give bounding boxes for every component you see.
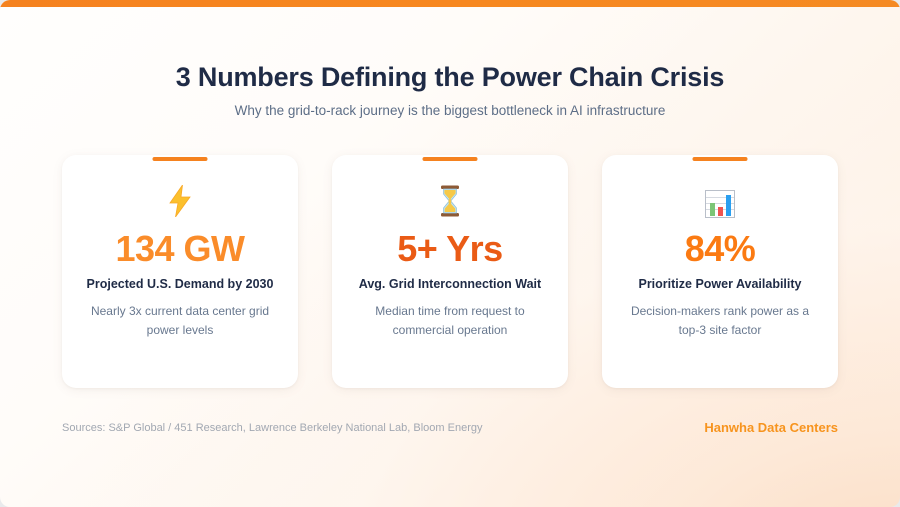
footer-sources: Sources: S&P Global / 451 Research, Lawr…: [62, 422, 483, 434]
stat-card-interconnection-wait[interactable]: 5+ Yrs Avg. Grid Interconnection Wait Me…: [332, 155, 568, 388]
card-accent-tab: [152, 157, 208, 161]
header: 3 Numbers Defining the Power Chain Crisi…: [0, 60, 900, 120]
page-title: 3 Numbers Defining the Power Chain Crisi…: [175, 62, 725, 92]
stat-value: 5+ Yrs: [397, 228, 503, 269]
hourglass-icon: [332, 185, 568, 219]
page-subtitle: Why the grid-to-rack journey is the bigg…: [234, 103, 666, 118]
stat-label: Avg. Grid Interconnection Wait: [358, 277, 542, 291]
footer-brand: Hanwha Data Centers: [704, 420, 838, 435]
stat-label: Prioritize Power Availability: [638, 277, 802, 291]
stat-description: Decision-makers rank power as a top-3 si…: [630, 304, 810, 337]
stat-description: Nearly 3x current data center grid power…: [90, 304, 270, 337]
card-accent-tab: [422, 157, 478, 161]
footer: Sources: S&P Global / 451 Research, Lawr…: [62, 420, 838, 436]
stat-card-demand[interactable]: 134 GW Projected U.S. Demand by 2030 Nea…: [62, 155, 298, 388]
high-voltage-bolt-icon: [62, 184, 298, 219]
stat-label: Projected U.S. Demand by 2030: [86, 277, 274, 291]
stat-value: 134 GW: [115, 228, 245, 269]
stat-card-power-priority[interactable]: 84% Prioritize Power Availability Decisi…: [602, 155, 838, 388]
stat-card-group: 134 GW Projected U.S. Demand by 2030 Nea…: [62, 155, 838, 388]
bar-chart-icon: [602, 185, 838, 219]
stat-value: 84%: [684, 228, 756, 269]
top-accent-bar: [0, 0, 900, 7]
card-accent-tab: [692, 157, 748, 161]
stat-description: Median time from request to commercial o…: [375, 304, 525, 337]
